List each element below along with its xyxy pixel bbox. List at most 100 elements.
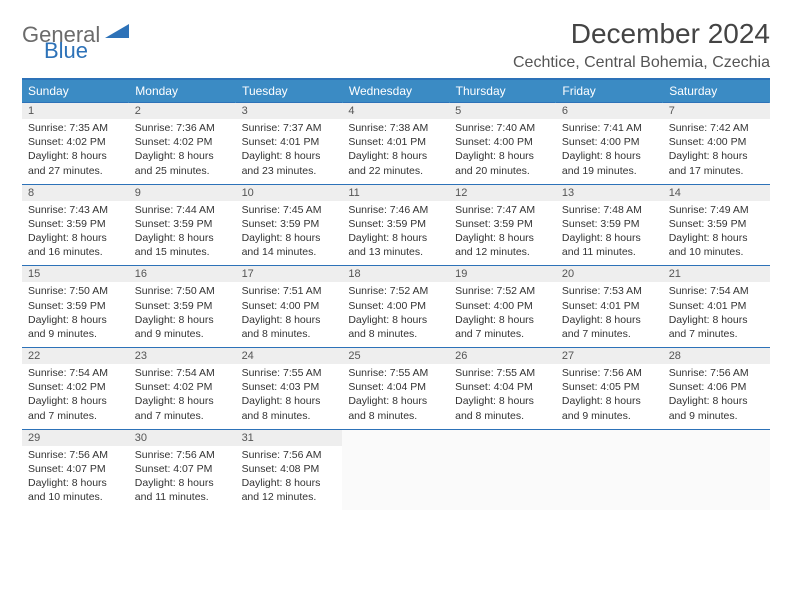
sunset-text: Sunset: 4:01 PM: [242, 135, 337, 149]
day-number: 29: [22, 430, 129, 446]
day-number: 5: [449, 103, 556, 119]
day-number: 15: [22, 266, 129, 282]
sunset-text: Sunset: 3:59 PM: [562, 217, 657, 231]
sunset-text: Sunset: 4:06 PM: [669, 380, 764, 394]
day-cell: 6Sunrise: 7:41 AMSunset: 4:00 PMDaylight…: [556, 103, 663, 185]
day-cell: 23Sunrise: 7:54 AMSunset: 4:02 PMDayligh…: [129, 348, 236, 430]
sunrise-text: Sunrise: 7:55 AM: [242, 366, 337, 380]
day-number: 1: [22, 103, 129, 119]
day-number: 4: [342, 103, 449, 119]
day-body: Sunrise: 7:49 AMSunset: 3:59 PMDaylight:…: [663, 201, 770, 266]
day-body: Sunrise: 7:52 AMSunset: 4:00 PMDaylight:…: [342, 282, 449, 347]
daylight-text: Daylight: 8 hours and 23 minutes.: [242, 149, 337, 177]
sunset-text: Sunset: 4:02 PM: [135, 380, 230, 394]
sunset-text: Sunset: 3:59 PM: [135, 299, 230, 313]
day-body: Sunrise: 7:38 AMSunset: 4:01 PMDaylight:…: [342, 119, 449, 184]
week-row: 15Sunrise: 7:50 AMSunset: 3:59 PMDayligh…: [22, 266, 770, 348]
day-body: Sunrise: 7:55 AMSunset: 4:04 PMDaylight:…: [342, 364, 449, 429]
sunrise-text: Sunrise: 7:52 AM: [348, 284, 443, 298]
day-body: Sunrise: 7:50 AMSunset: 3:59 PMDaylight:…: [129, 282, 236, 347]
sunrise-text: Sunrise: 7:50 AM: [28, 284, 123, 298]
week-row: 29Sunrise: 7:56 AMSunset: 4:07 PMDayligh…: [22, 429, 770, 510]
sunrise-text: Sunrise: 7:37 AM: [242, 121, 337, 135]
day-body: Sunrise: 7:55 AMSunset: 4:03 PMDaylight:…: [236, 364, 343, 429]
day-number: 26: [449, 348, 556, 364]
sunrise-text: Sunrise: 7:40 AM: [455, 121, 550, 135]
day-body: Sunrise: 7:56 AMSunset: 4:07 PMDaylight:…: [22, 446, 129, 511]
day-cell: 22Sunrise: 7:54 AMSunset: 4:02 PMDayligh…: [22, 348, 129, 430]
week-row: 1Sunrise: 7:35 AMSunset: 4:02 PMDaylight…: [22, 103, 770, 185]
day-number: 14: [663, 185, 770, 201]
sunset-text: Sunset: 4:00 PM: [348, 299, 443, 313]
sunset-text: Sunset: 4:03 PM: [242, 380, 337, 394]
sunrise-text: Sunrise: 7:54 AM: [28, 366, 123, 380]
day-number: 19: [449, 266, 556, 282]
day-cell: 5Sunrise: 7:40 AMSunset: 4:00 PMDaylight…: [449, 103, 556, 185]
day-number: 2: [129, 103, 236, 119]
day-cell: 18Sunrise: 7:52 AMSunset: 4:00 PMDayligh…: [342, 266, 449, 348]
day-number: 9: [129, 185, 236, 201]
sunrise-text: Sunrise: 7:50 AM: [135, 284, 230, 298]
day-body: Sunrise: 7:55 AMSunset: 4:04 PMDaylight:…: [449, 364, 556, 429]
day-header: Monday: [129, 79, 236, 103]
daylight-text: Daylight: 8 hours and 7 minutes.: [562, 313, 657, 341]
day-body: Sunrise: 7:43 AMSunset: 3:59 PMDaylight:…: [22, 201, 129, 266]
day-number: 3: [236, 103, 343, 119]
sunset-text: Sunset: 4:02 PM: [28, 135, 123, 149]
sunset-text: Sunset: 3:59 PM: [135, 217, 230, 231]
day-body: Sunrise: 7:47 AMSunset: 3:59 PMDaylight:…: [449, 201, 556, 266]
sunrise-text: Sunrise: 7:56 AM: [562, 366, 657, 380]
sunrise-text: Sunrise: 7:51 AM: [242, 284, 337, 298]
daylight-text: Daylight: 8 hours and 11 minutes.: [135, 476, 230, 504]
day-header: Sunday: [22, 79, 129, 103]
sunrise-text: Sunrise: 7:54 AM: [135, 366, 230, 380]
sunrise-text: Sunrise: 7:56 AM: [28, 448, 123, 462]
day-cell: 24Sunrise: 7:55 AMSunset: 4:03 PMDayligh…: [236, 348, 343, 430]
sunset-text: Sunset: 4:01 PM: [669, 299, 764, 313]
day-body: Sunrise: 7:42 AMSunset: 4:00 PMDaylight:…: [663, 119, 770, 184]
day-number: 6: [556, 103, 663, 119]
day-number: 16: [129, 266, 236, 282]
page-title: December 2024: [513, 18, 770, 50]
sunset-text: Sunset: 3:59 PM: [455, 217, 550, 231]
daylight-text: Daylight: 8 hours and 12 minutes.: [455, 231, 550, 259]
day-number: 13: [556, 185, 663, 201]
sunrise-text: Sunrise: 7:42 AM: [669, 121, 764, 135]
day-cell: 31Sunrise: 7:56 AMSunset: 4:08 PMDayligh…: [236, 429, 343, 510]
day-body: Sunrise: 7:44 AMSunset: 3:59 PMDaylight:…: [129, 201, 236, 266]
logo: General Blue: [22, 24, 131, 62]
day-body: Sunrise: 7:48 AMSunset: 3:59 PMDaylight:…: [556, 201, 663, 266]
daylight-text: Daylight: 8 hours and 19 minutes.: [562, 149, 657, 177]
day-body: Sunrise: 7:50 AMSunset: 3:59 PMDaylight:…: [22, 282, 129, 347]
header-row: General Blue December 2024 Cechtice, Cen…: [22, 18, 770, 72]
sunset-text: Sunset: 4:00 PM: [562, 135, 657, 149]
sunrise-text: Sunrise: 7:38 AM: [348, 121, 443, 135]
day-number: 7: [663, 103, 770, 119]
day-cell: 11Sunrise: 7:46 AMSunset: 3:59 PMDayligh…: [342, 184, 449, 266]
daylight-text: Daylight: 8 hours and 27 minutes.: [28, 149, 123, 177]
daylight-text: Daylight: 8 hours and 8 minutes.: [348, 394, 443, 422]
day-header: Wednesday: [342, 79, 449, 103]
day-cell: 25Sunrise: 7:55 AMSunset: 4:04 PMDayligh…: [342, 348, 449, 430]
day-body: Sunrise: 7:56 AMSunset: 4:07 PMDaylight:…: [129, 446, 236, 511]
day-header: Saturday: [663, 79, 770, 103]
daylight-text: Daylight: 8 hours and 9 minutes.: [669, 394, 764, 422]
daylight-text: Daylight: 8 hours and 8 minutes.: [455, 394, 550, 422]
day-cell: 4Sunrise: 7:38 AMSunset: 4:01 PMDaylight…: [342, 103, 449, 185]
day-cell: 13Sunrise: 7:48 AMSunset: 3:59 PMDayligh…: [556, 184, 663, 266]
week-row: 22Sunrise: 7:54 AMSunset: 4:02 PMDayligh…: [22, 348, 770, 430]
day-header-row: SundayMondayTuesdayWednesdayThursdayFrid…: [22, 79, 770, 103]
daylight-text: Daylight: 8 hours and 8 minutes.: [242, 313, 337, 341]
day-number: 25: [342, 348, 449, 364]
daylight-text: Daylight: 8 hours and 9 minutes.: [28, 313, 123, 341]
sunrise-text: Sunrise: 7:45 AM: [242, 203, 337, 217]
daylight-text: Daylight: 8 hours and 8 minutes.: [242, 394, 337, 422]
day-cell: [342, 429, 449, 510]
day-number: 17: [236, 266, 343, 282]
daylight-text: Daylight: 8 hours and 16 minutes.: [28, 231, 123, 259]
day-cell: 26Sunrise: 7:55 AMSunset: 4:04 PMDayligh…: [449, 348, 556, 430]
daylight-text: Daylight: 8 hours and 10 minutes.: [669, 231, 764, 259]
logo-text-blue: Blue: [44, 41, 131, 62]
sunset-text: Sunset: 3:59 PM: [669, 217, 764, 231]
day-body: Sunrise: 7:56 AMSunset: 4:05 PMDaylight:…: [556, 364, 663, 429]
